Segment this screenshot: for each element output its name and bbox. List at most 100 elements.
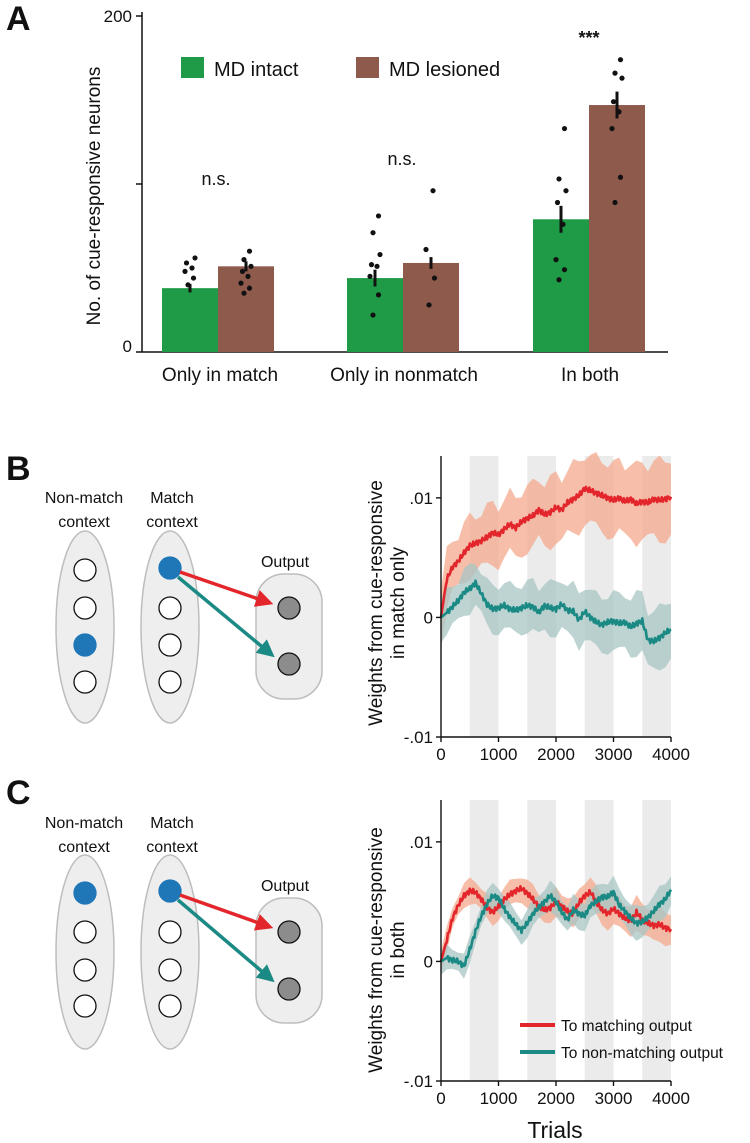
a-data-point: [431, 275, 438, 281]
a-data-point: [616, 109, 622, 115]
a-data-point: [182, 268, 188, 274]
b-y-tick-label: 0: [424, 608, 433, 627]
b-x-tick-label: 4000: [652, 745, 690, 764]
c-arrow-to-nonmatching-output: [176, 898, 275, 983]
panel-c-line-chart: -.010.010 1000 2000 3000 4000 Weights from c…: [366, 800, 724, 1143]
panel-a-axes: 200 0 No. of cue-responsive neurons Only…: [84, 7, 668, 386]
a-data-point: [563, 188, 569, 194]
a-data-point: [368, 262, 375, 268]
a-data-point: [183, 260, 190, 266]
a-data-point: [610, 99, 617, 105]
a-data-point: [374, 263, 380, 269]
c-match-active-neuron: [158, 879, 182, 903]
a-data-point: [423, 246, 429, 253]
c-match-neuron: [158, 994, 182, 1018]
c-shaded-block: [584, 800, 614, 1081]
c-y-tick-label: -.01: [404, 1072, 433, 1091]
b-output-label: Output: [261, 554, 310, 571]
a-data-point: [377, 251, 383, 258]
c-nonmatch-context-group: [55, 854, 115, 1050]
panel-c-network-diagram: Non-match context Match context Output: [45, 815, 323, 1050]
b-match-context-label: context: [146, 514, 198, 531]
b-match-neuron: [158, 670, 182, 694]
a-category-label: Only in nonmatch: [330, 365, 478, 386]
b-nonmatch-neuron: [73, 670, 97, 694]
c-nonmatch-context-label: context: [58, 839, 110, 856]
c-nonmatch-context-label: Non-match: [45, 815, 123, 832]
b-arrow-to-matching-output: [179, 570, 274, 607]
c-series-lines: [439, 885, 673, 969]
c-line-nonmatching: [440, 889, 673, 969]
a-data-point: [190, 275, 197, 281]
c-y-tick-label: 0: [424, 952, 433, 971]
b-nonmatch-context-label: Non-match: [45, 490, 123, 507]
a-data-point: [238, 280, 244, 286]
b-x-tick-label: 2000: [537, 745, 575, 764]
a-significance-label: n.s.: [387, 149, 416, 169]
a-bars: [162, 57, 645, 352]
panel-b-line-chart: -.010.010 1000 2000 3000 4000 Weights from c…: [366, 452, 690, 764]
panel-label-c: C: [6, 774, 31, 812]
b-output-group: [255, 573, 323, 700]
a-data-point: [561, 125, 568, 132]
b-output-neuron: [277, 596, 301, 620]
a-data-point: [246, 248, 253, 254]
b-y-tick-label: -.01: [404, 728, 433, 747]
a-legend-swatch-intact: [181, 57, 204, 78]
a-bar: [403, 262, 459, 352]
b-x-tick-label: 1000: [480, 745, 518, 764]
b-y-tick-label: .01: [409, 489, 433, 508]
b-y-axis-label: in match only: [388, 547, 409, 659]
a-data-point: [189, 265, 195, 271]
a-data-point: [617, 174, 624, 180]
b-arrow-to-nonmatching-output: [176, 575, 275, 658]
c-match-neuron: [158, 958, 182, 982]
a-legend-swatch-lesioned: [356, 57, 379, 78]
b-nonmatch-context-group: [55, 530, 115, 724]
panel-b-network-diagram: Non-match context Match context Output: [45, 490, 323, 724]
c-shaded-blocks: [469, 800, 671, 1081]
a-significance-label: n.s.: [201, 169, 230, 189]
a-data-point: [370, 230, 376, 236]
a-data-point: [430, 188, 436, 194]
c-match-context-label: Match: [150, 815, 194, 832]
c-y-axis-label: in both: [388, 921, 409, 978]
b-line-matching: [439, 485, 673, 618]
c-y-tick-label: .01: [409, 833, 433, 852]
c-output-group: [255, 897, 323, 1024]
b-match-active-neuron: [158, 556, 182, 580]
a-data-point: [248, 263, 254, 269]
a-data-point: [556, 176, 562, 182]
b-match-neuron: [158, 633, 182, 657]
b-match-context-label: Match: [150, 490, 194, 507]
a-data-point: [556, 277, 562, 283]
a-data-point: [554, 199, 561, 206]
c-legend-label: To non-matching output: [561, 1045, 724, 1062]
a-data-point: [612, 70, 618, 76]
b-axes: -.010.010 1000 2000 3000 4000: [404, 456, 690, 764]
a-data-point: [241, 257, 247, 263]
b-nonmatch-neuron: [73, 596, 97, 620]
c-x-tick-label: 2000: [537, 1089, 575, 1108]
a-bar: [589, 105, 645, 352]
b-nonmatch-active-neuron: [73, 633, 97, 657]
c-axes: -.010.010 1000 2000 3000 4000: [404, 800, 690, 1108]
a-legend-label: MD lesioned: [389, 59, 500, 81]
c-x-axis-label: Trials: [527, 1117, 582, 1143]
a-data-point: [241, 290, 247, 296]
a-data-point: [612, 199, 618, 206]
a-data-point: [375, 213, 382, 219]
b-line-nonmatching: [440, 579, 672, 645]
a-bar: [162, 288, 218, 352]
b-y-axis-label: Weights from cue-responsive: [366, 480, 387, 726]
c-nonmatch-neuron: [73, 920, 97, 944]
b-band-nonmatching: [441, 563, 671, 671]
a-tick-label-0: 0: [123, 337, 132, 356]
c-match-context-label: context: [146, 839, 198, 856]
panel-label-a: A: [6, 0, 31, 38]
c-output-neuron: [277, 920, 301, 944]
a-data-point: [553, 257, 559, 263]
a-data-point: [370, 312, 376, 318]
b-match-neuron: [158, 596, 182, 620]
